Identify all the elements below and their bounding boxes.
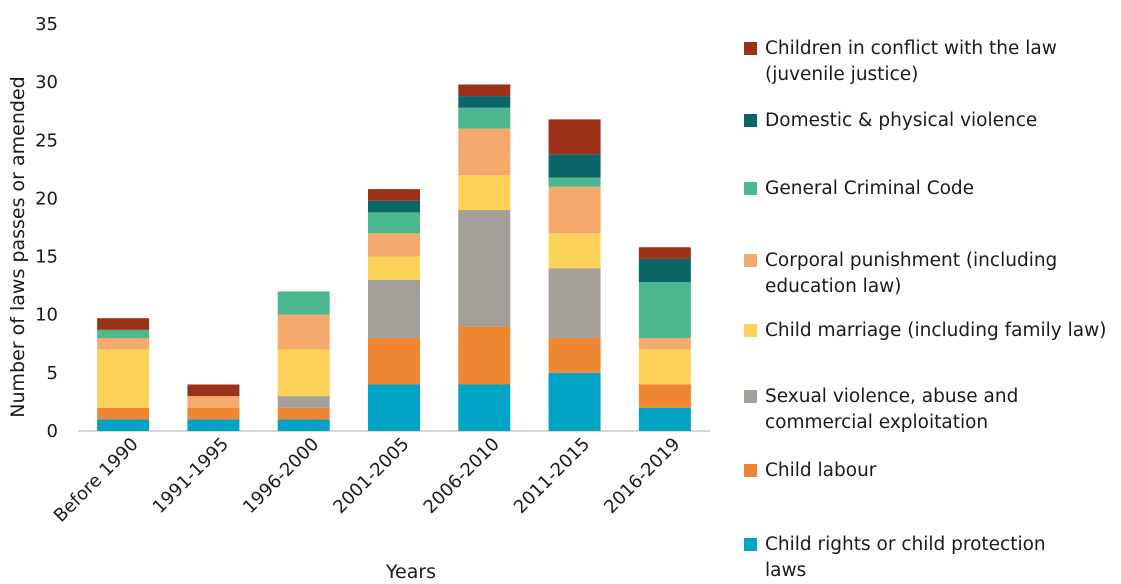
legend-label: Child marriage (including family law)	[765, 320, 1107, 341]
bar-segment	[277, 407, 330, 420]
legend-item: Sexual violence, abuse and commercial ex…	[744, 384, 1018, 436]
bar-segment	[638, 337, 691, 350]
bar-segment	[187, 384, 240, 397]
bar-segment	[97, 407, 150, 420]
bar-segment	[368, 233, 420, 257]
legend-item: General Criminal Code	[744, 176, 974, 202]
bar-segment	[368, 337, 420, 385]
bar-segment	[638, 349, 691, 385]
stacked-bar-chart: 0 5 10 15 20 25 30 35 Before 1990 1991-1995 1996-…	[7, 14, 710, 583]
bar-segment	[368, 279, 420, 338]
bar-segment	[97, 329, 150, 338]
bar-segment	[458, 210, 511, 327]
bar-segment	[277, 396, 330, 408]
legend-label: Corporal punishment (including education…	[765, 250, 1058, 297]
y-tick-label: 20	[35, 188, 58, 209]
bar-segment	[458, 175, 511, 211]
bar-segment	[458, 326, 511, 385]
bar-segment	[368, 200, 420, 213]
x-tick-label: Before 1990	[50, 434, 143, 527]
bar-segment	[97, 349, 150, 408]
y-tick-label: 5	[47, 363, 58, 384]
bar-segment	[458, 96, 511, 108]
bar-segment	[458, 84, 511, 97]
y-tick-label: 15	[35, 247, 58, 268]
legend-item: Children in conflict with the law (juven…	[744, 36, 1057, 88]
bar-segment	[458, 107, 511, 129]
bar-segment	[548, 233, 601, 269]
y-tick-label: 0	[47, 421, 58, 442]
legend: Children in conflict with the law (juven…	[744, 0, 1121, 584]
x-tick-label: 2016-2019	[600, 434, 684, 518]
legend-label: Sexual violence, abuse and commercial ex…	[765, 386, 1019, 433]
legend-item: Child labour	[744, 458, 876, 484]
bars	[97, 84, 691, 431]
bar-segment	[548, 372, 601, 431]
bar-segment	[97, 337, 150, 350]
legend-item: Corporal punishment (including education…	[744, 248, 1057, 300]
bar-segment	[368, 256, 420, 280]
bar-segment	[638, 282, 691, 338]
bar-segment	[548, 337, 601, 373]
legend-swatch	[744, 114, 757, 127]
bar-segment	[277, 291, 330, 315]
bar-segment	[548, 186, 601, 234]
x-axis-ticks: Before 1990 1991-1995 1996-2000 2001-2005 20…	[50, 434, 685, 527]
x-tick-label: 1996-2000	[239, 434, 323, 518]
legend-swatch	[744, 324, 757, 337]
bar-segment	[638, 407, 691, 431]
legend-swatch	[744, 464, 757, 477]
x-tick-label: 2006-2010	[420, 434, 504, 518]
legend-item: Child rights or child protection laws	[744, 532, 1046, 584]
bar-segment	[638, 384, 691, 408]
bar-segment	[368, 384, 420, 431]
bar-segment	[548, 119, 601, 155]
legend-label: Child rights or child protection laws	[765, 534, 1046, 581]
bar-segment	[97, 419, 150, 431]
bar-segment	[97, 318, 150, 330]
bar-segment	[458, 384, 511, 431]
x-axis-title: Years	[385, 561, 436, 583]
legend-swatch	[744, 254, 757, 267]
legend-swatch	[744, 182, 757, 195]
bar-segment	[548, 154, 601, 178]
legend-swatch	[744, 390, 757, 403]
y-tick-label: 35	[35, 14, 58, 35]
y-tick-label: 30	[35, 72, 58, 93]
legend-label: General Criminal Code	[765, 178, 975, 199]
bar-segment	[277, 419, 330, 431]
x-tick-label: 1991-1995	[149, 434, 233, 518]
bar-segment	[187, 419, 240, 431]
bar-segment	[368, 189, 420, 201]
y-axis-title: Number of laws passes or amended	[7, 76, 29, 417]
bar-segment	[458, 128, 511, 176]
bar-segment	[638, 247, 691, 259]
bar-segment	[277, 314, 330, 350]
y-tick-label: 25	[35, 130, 58, 151]
x-tick-label: 2011-2015	[510, 434, 594, 518]
bar-segment	[638, 258, 691, 283]
legend-label: Children in conflict with the law (juven…	[765, 38, 1057, 85]
legend-item: Child marriage (including family law)	[744, 318, 1106, 344]
legend-swatch	[744, 538, 757, 551]
bar-segment	[187, 407, 240, 420]
bar-segment	[368, 212, 420, 234]
legend-item: Domestic & physical violence	[744, 108, 1037, 134]
x-tick-label: 2001-2005	[329, 434, 413, 518]
legend-swatch	[744, 42, 757, 55]
bar-segment	[277, 349, 330, 397]
legend-label: Domestic & physical violence	[765, 110, 1038, 131]
bar-segment	[187, 396, 240, 408]
bar-segment	[548, 268, 601, 338]
y-tick-label: 10	[35, 305, 58, 326]
legend-label: Child labour	[765, 460, 877, 481]
bar-segment	[548, 177, 601, 187]
y-axis-ticks: 0 5 10 15 20 25 30 35	[35, 14, 58, 442]
